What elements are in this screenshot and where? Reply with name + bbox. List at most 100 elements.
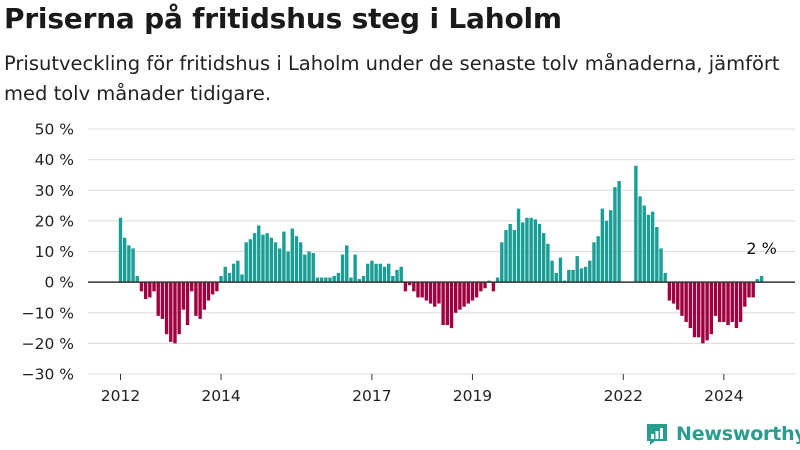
bar (357, 279, 362, 283)
bar (181, 282, 186, 310)
bars (118, 165, 764, 344)
bar (164, 282, 169, 335)
bar (294, 236, 299, 283)
bar (269, 237, 274, 283)
y-tick-label: −10 % (22, 304, 74, 322)
bar (336, 272, 341, 283)
bar (424, 282, 429, 301)
bar (131, 248, 135, 283)
bar (462, 282, 466, 307)
bar (236, 260, 240, 283)
bar (571, 269, 575, 283)
bar (206, 282, 211, 301)
bar (412, 282, 416, 292)
bar (558, 257, 563, 283)
x-tick-label: 2012 (101, 387, 140, 405)
bar (135, 276, 139, 283)
bar (671, 282, 676, 304)
y-tick-label: 0 % (44, 274, 74, 292)
bar (655, 227, 659, 283)
bar (663, 272, 667, 283)
bar (315, 277, 320, 283)
x-tick-label: 2019 (453, 387, 492, 405)
bar (604, 220, 609, 283)
bar (353, 254, 357, 283)
bar (613, 187, 617, 283)
bar (743, 282, 747, 307)
x-axis-labels: 2012 2014 2017 2019 2022 2024 (101, 374, 744, 405)
bar (738, 282, 743, 322)
bar (550, 260, 554, 283)
bar (533, 219, 538, 283)
bar (349, 277, 353, 283)
bar (646, 214, 651, 283)
bar (701, 282, 705, 344)
bar (751, 282, 755, 298)
bar (169, 282, 173, 342)
bar (278, 248, 282, 283)
bar (240, 274, 244, 283)
bar (210, 282, 215, 295)
bar (324, 277, 328, 283)
bar (231, 263, 236, 283)
y-tick-label: 10 % (35, 243, 74, 261)
bar (734, 282, 739, 329)
bar (298, 242, 303, 283)
bar (219, 276, 223, 283)
chart-subtitle: Prisutveckling för fritidshus i Laholm u… (4, 52, 780, 105)
bar (759, 276, 764, 283)
bar (127, 245, 131, 283)
bar (676, 282, 680, 310)
bar (588, 260, 592, 283)
x-tick-label: 2024 (704, 387, 743, 405)
bar (609, 210, 613, 283)
bar (500, 242, 504, 283)
bar (319, 277, 324, 283)
bar (244, 242, 248, 283)
y-tick-label: 50 % (35, 121, 74, 139)
bar (265, 233, 269, 283)
bar (257, 225, 261, 283)
y-tick-label: 30 % (35, 182, 74, 200)
bar (726, 282, 730, 326)
bar (185, 282, 190, 326)
bar (705, 282, 709, 341)
bar (382, 266, 387, 283)
bar (466, 282, 470, 304)
bar (650, 211, 655, 283)
bar (454, 282, 458, 313)
bar (391, 276, 395, 283)
bar (407, 282, 412, 286)
bar (709, 282, 713, 335)
bar (290, 228, 294, 283)
bar (445, 282, 450, 326)
bar (747, 282, 751, 298)
brand-logo[interactable]: Newsworthy (644, 420, 800, 448)
bar (311, 253, 315, 283)
bar (198, 282, 202, 319)
bar (717, 282, 722, 322)
bar (332, 276, 336, 283)
bar (470, 282, 475, 301)
bar (416, 282, 420, 298)
bar (139, 282, 144, 292)
bar (173, 282, 177, 344)
bar (575, 256, 579, 283)
bar (617, 181, 621, 283)
last-value-annotation: 2 % (746, 239, 776, 258)
bar (546, 243, 550, 283)
x-tick-label: 2014 (201, 387, 240, 405)
bar (118, 217, 123, 283)
bar (156, 282, 160, 316)
bar (642, 205, 646, 283)
bar (437, 282, 441, 304)
bar (143, 282, 148, 299)
bar (441, 282, 445, 326)
bar (303, 254, 307, 283)
bar (458, 282, 462, 310)
bar (600, 208, 605, 283)
bar (583, 266, 588, 283)
y-tick-label: 40 % (35, 151, 74, 169)
bar (194, 282, 198, 316)
bar (667, 282, 672, 301)
